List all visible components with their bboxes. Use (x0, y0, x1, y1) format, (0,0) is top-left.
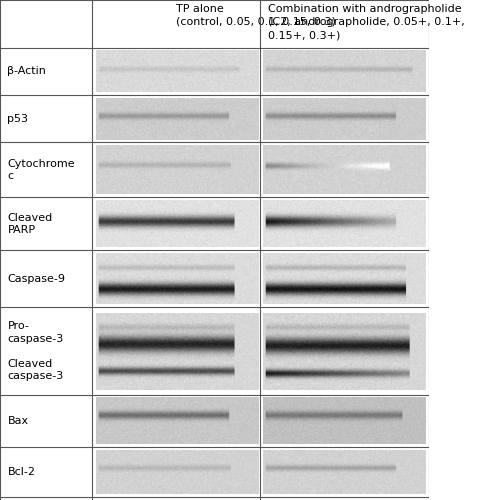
Text: p53: p53 (7, 114, 29, 124)
Text: TP alone
(control, 0.05, 0.1, 0.15, 0.3): TP alone (control, 0.05, 0.1, 0.15, 0.3) (176, 4, 335, 27)
Text: Cytochrome
c: Cytochrome c (7, 159, 75, 181)
Text: Bcl-2: Bcl-2 (7, 468, 35, 477)
Bar (0, 0, 428, 48)
Text: Cleaved
PARP: Cleaved PARP (7, 212, 53, 235)
Text: Caspase-9: Caspase-9 (7, 274, 65, 283)
Text: Combination with andrographolide
(C2, andrographolide, 0.05+, 0.1+,
0.15+, 0.3+): Combination with andrographolide (C2, an… (268, 4, 464, 40)
Text: Pro-
caspase-3

Cleaved
caspase-3: Pro- caspase-3 Cleaved caspase-3 (7, 322, 63, 381)
Text: β-Actin: β-Actin (7, 66, 46, 76)
Text: Bax: Bax (7, 416, 29, 426)
